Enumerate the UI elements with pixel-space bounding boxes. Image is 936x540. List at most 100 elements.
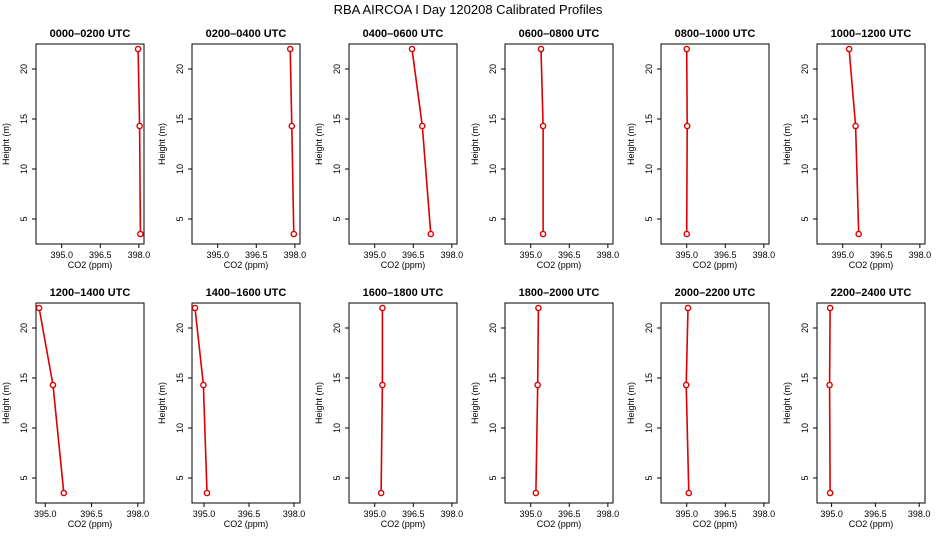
x-tick-label: 395.0 [363, 509, 386, 519]
x-tick-label: 395.0 [675, 509, 698, 519]
profile-point [377, 489, 385, 497]
y-tick-label: 5 [332, 216, 342, 221]
y-tick-label: 10 [19, 423, 29, 433]
x-tick-label: 398.0 [441, 509, 464, 519]
profile-point [535, 304, 542, 312]
profile-point [845, 45, 853, 53]
plot-frame [35, 43, 145, 245]
x-tick-label: 396.5 [238, 509, 261, 519]
x-axis-label: CO2 (ppm) [849, 519, 894, 529]
profile-point [826, 381, 833, 389]
plot-frame [816, 302, 926, 504]
panel-title: 0800–1000 UTC [675, 28, 756, 40]
panel-title: 0400–0600 UTC [363, 28, 444, 40]
panel-title: 1800–2000 UTC [519, 287, 600, 299]
panel-title: 1400–1600 UTC [206, 287, 287, 299]
x-tick-label: 395.0 [206, 250, 229, 260]
y-tick-label: 10 [19, 164, 29, 174]
panel: 1400–1600 UTC 395.0 396.5 398.0 5 10 15 20 CO2 (… [157, 287, 305, 529]
figure-title: RBA AIRCOA I Day 120208 Calibrated Profi… [333, 2, 603, 17]
x-tick-label: 395.0 [519, 250, 542, 260]
panel: 1800–2000 UTC 395.0 396.5 398.0 5 10 15 20 CO2 (… [470, 287, 619, 529]
y-tick-label: 10 [644, 164, 654, 174]
x-tick-label: 398.0 [283, 509, 306, 519]
profile-point [539, 122, 547, 130]
y-axis-label: Height (m) [1, 123, 11, 165]
x-axis-label: CO2 (ppm) [381, 260, 426, 270]
profile-line [685, 307, 690, 494]
profile-line [289, 48, 295, 235]
y-tick-label: 15 [332, 114, 342, 124]
x-tick-label: 395.0 [820, 509, 843, 519]
profile-point [379, 304, 386, 312]
profile-point [682, 381, 690, 389]
y-tick-label: 20 [644, 64, 654, 74]
profile-line [540, 48, 544, 234]
y-tick-label: 5 [175, 216, 185, 221]
panel: 0400–0600 UTC 395.0 396.5 398.0 5 10 15 20 CO2 (… [314, 28, 463, 270]
y-tick-label: 15 [175, 114, 185, 124]
profile-point [290, 230, 298, 238]
y-axis-label: Height (m) [157, 123, 167, 165]
x-tick-label: 398.0 [597, 509, 620, 519]
x-axis-label: CO2 (ppm) [224, 260, 269, 270]
y-tick-label: 20 [175, 64, 185, 74]
x-tick-label: 396.5 [714, 250, 737, 260]
y-tick-label: 5 [644, 216, 654, 221]
plot-frame [191, 302, 301, 504]
y-tick-label: 15 [488, 114, 498, 124]
x-tick-label: 396.5 [89, 250, 112, 260]
profile-point [35, 304, 43, 312]
profile-point [855, 230, 862, 238]
panel: 0600–0800 UTC 395.0 396.5 398.0 5 10 15 20 CO2 (… [470, 28, 619, 270]
profile-point [684, 304, 692, 312]
y-axis-label: Height (m) [782, 382, 792, 424]
y-tick-label: 15 [800, 373, 810, 383]
profile-point [683, 122, 691, 130]
profile-point [60, 489, 68, 497]
profile-line [411, 48, 432, 235]
panel-title: 1000–1200 UTC [831, 28, 912, 40]
profile-point [685, 489, 693, 497]
x-tick-label: 395.0 [831, 250, 854, 260]
y-tick-label: 20 [800, 323, 810, 333]
panel: 0200–0400 UTC 395.0 396.5 398.0 5 10 15 20 CO2 (… [157, 28, 306, 270]
profile-point [539, 230, 547, 238]
x-tick-label: 398.0 [753, 250, 776, 260]
x-tick-label: 396.5 [558, 250, 581, 260]
y-axis-label: Height (m) [157, 382, 167, 424]
y-tick-label: 10 [488, 423, 498, 433]
y-tick-label: 15 [800, 114, 810, 124]
y-tick-label: 20 [332, 64, 342, 74]
panel-title: 0600–0800 UTC [519, 28, 600, 40]
panel-title: 1200–1400 UTC [50, 287, 131, 299]
x-axis-label: CO2 (ppm) [381, 519, 426, 529]
profile-point [683, 45, 691, 53]
y-tick-label: 20 [800, 64, 810, 74]
x-axis-label: CO2 (ppm) [537, 260, 582, 270]
profile-point [136, 122, 143, 130]
plot-frame [35, 302, 145, 504]
y-tick-label: 10 [175, 164, 185, 174]
profile-point [418, 122, 426, 130]
profile-point [852, 122, 859, 130]
plot-frame [504, 302, 614, 504]
y-axis-label: Height (m) [314, 123, 324, 165]
x-tick-label: 395.0 [519, 509, 542, 519]
y-tick-label: 20 [332, 323, 342, 333]
x-tick-label: 398.0 [284, 250, 307, 260]
y-tick-label: 15 [332, 373, 342, 383]
profile-line [380, 308, 384, 494]
plot-frame [504, 43, 614, 245]
profile-point [537, 45, 545, 53]
profile-point [286, 45, 294, 53]
plot-frame [191, 43, 301, 245]
profile-point [49, 381, 57, 389]
y-tick-label: 5 [332, 475, 342, 480]
y-tick-label: 15 [19, 114, 29, 124]
y-tick-label: 20 [488, 323, 498, 333]
y-tick-label: 5 [488, 475, 498, 480]
y-axis-label: Height (m) [470, 382, 480, 424]
plot-frame [660, 43, 770, 245]
y-tick-label: 5 [488, 216, 498, 221]
